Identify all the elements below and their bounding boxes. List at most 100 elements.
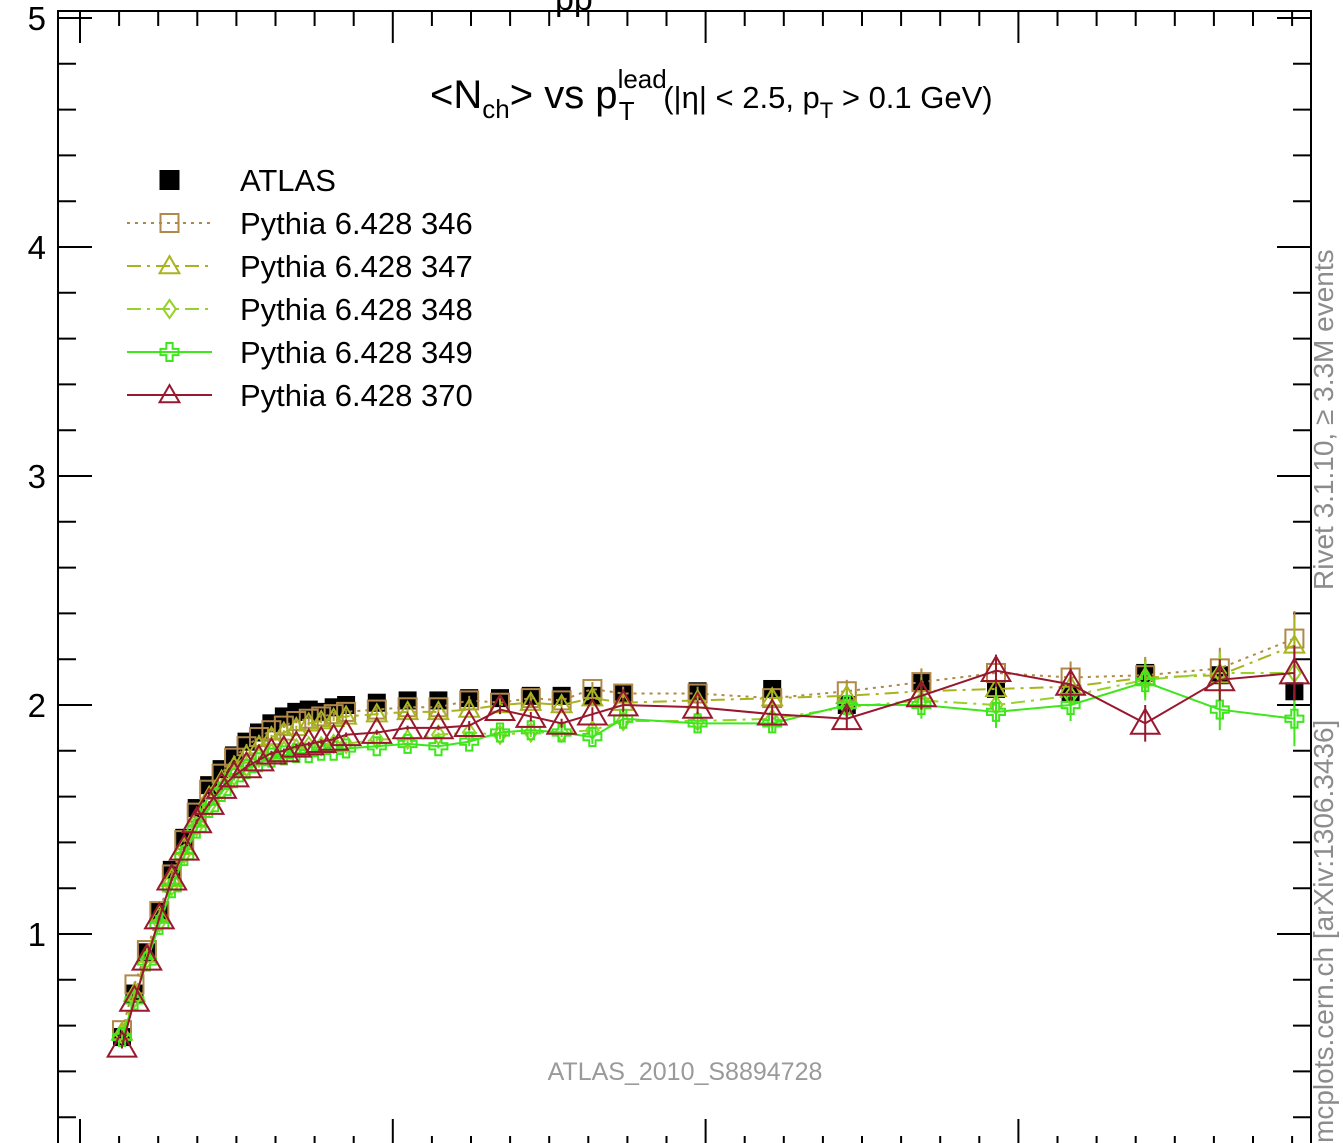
data-point: [1135, 672, 1156, 693]
y-tick-label: 3: [28, 458, 46, 495]
data-point: [580, 686, 605, 707]
data-point: [186, 818, 207, 839]
legend-label: Pythia 6.428 347: [240, 249, 473, 284]
series-5: [105, 645, 1311, 1058]
legend-item: Pythia 6.428 348: [127, 292, 473, 327]
data-point: [159, 342, 180, 362]
data-point: [453, 709, 486, 738]
data-point: [395, 699, 420, 721]
data-point: [1203, 663, 1236, 692]
data-point: [159, 213, 180, 233]
data-point: [756, 697, 789, 726]
data-point: [687, 713, 708, 734]
series-1: [112, 611, 1305, 1041]
data-point: [143, 901, 176, 930]
data-point: [161, 878, 182, 899]
data-point: [483, 693, 517, 721]
data-point: [905, 679, 938, 708]
series-line: [121, 637, 1295, 1031]
data-point: [124, 990, 145, 1011]
data-point: [426, 699, 451, 721]
series-line: [121, 669, 1295, 1047]
legend: ATLAS Pythia 6.428 346 Pythia 6.428 347 Pyt…: [127, 163, 473, 413]
data-point: [139, 948, 155, 970]
data-point: [836, 695, 857, 715]
data-point: [174, 846, 195, 867]
y-tick-label: 2: [28, 687, 46, 724]
legend-item: Pythia 6.428 346: [127, 206, 473, 241]
series-layer: [105, 611, 1311, 1058]
series-2: [110, 617, 1307, 1041]
data-point: [305, 725, 338, 754]
data-point: [157, 383, 182, 404]
side-text-mcplots: mcplots.cern.ch [arXiv:1306.3436]: [1308, 720, 1339, 1143]
legend-label: Pythia 6.428 370: [240, 378, 473, 413]
legend-item: ATLAS: [159, 163, 336, 198]
y-tick-label: 4: [28, 229, 46, 266]
data-point: [1284, 708, 1305, 729]
data-point: [155, 862, 188, 891]
data-point: [161, 298, 178, 320]
top-text: pp: [555, 0, 593, 18]
data-point: [317, 723, 350, 751]
series-line: [121, 671, 1295, 1036]
legend-label: ATLAS: [240, 163, 336, 198]
data-point: [130, 942, 163, 971]
data-point: [280, 729, 313, 758]
data-point: [242, 743, 275, 772]
data-point: [391, 711, 424, 740]
legend-item: Pythia 6.428 347: [127, 249, 473, 284]
data-point: [986, 701, 1006, 722]
data-point: [360, 716, 393, 744]
data-point: [514, 700, 547, 728]
data-point: [164, 875, 180, 897]
data-point: [1054, 668, 1087, 696]
data-point: [549, 693, 574, 714]
y-tick-label: 5: [28, 0, 46, 37]
data-point: [218, 759, 251, 788]
data-point: [459, 731, 480, 752]
data-point: [830, 702, 863, 731]
data-point: [490, 722, 510, 743]
data-point: [193, 787, 226, 815]
data-point: [422, 711, 455, 740]
data-point: [397, 733, 418, 754]
data-point: [334, 704, 358, 725]
data-point: [1209, 699, 1230, 720]
legend-label: Pythia 6.428 349: [240, 335, 473, 370]
legend-label: Pythia 6.428 348: [240, 292, 473, 327]
data-point: [118, 984, 151, 1012]
side-text-rivet: Rivet 3.1.10, ≥ 3.3M events: [1308, 249, 1339, 590]
analysis-label: ATLAS_2010_S8894728: [548, 1058, 823, 1086]
data-point: [576, 697, 609, 726]
data-point: [267, 734, 300, 763]
plot-frame: [57, 10, 1312, 1143]
legend-item: Pythia 6.428 370: [127, 378, 473, 413]
data-point: [292, 727, 325, 756]
data-point: [149, 914, 170, 935]
data-point: [430, 724, 446, 746]
data-point: [176, 843, 192, 865]
data-point: [1060, 695, 1081, 715]
data-point: [397, 697, 418, 718]
chart-title: <Nch> vs plead T (|η| < 2.5, pT > 0.1 GeV…: [430, 64, 993, 126]
data-point: [519, 690, 543, 711]
data-point: [911, 695, 932, 715]
data-point: [180, 805, 213, 834]
y-tick-labels: 1 2 3 4 5: [28, 0, 46, 953]
data-point: [159, 170, 180, 190]
data-point: [230, 750, 263, 779]
data-point: [551, 722, 572, 743]
y-tick-label: 1: [28, 916, 46, 953]
legend-label: Pythia 6.428 346: [240, 206, 473, 241]
data-point: [151, 911, 167, 934]
data-point: [979, 654, 1013, 683]
legend-item: Pythia 6.428 349: [127, 335, 473, 370]
data-point: [428, 736, 449, 757]
data-point: [400, 728, 416, 751]
data-point: [330, 718, 363, 747]
data-point: [681, 690, 714, 719]
data-point: [105, 1029, 139, 1058]
data-point: [168, 832, 201, 861]
